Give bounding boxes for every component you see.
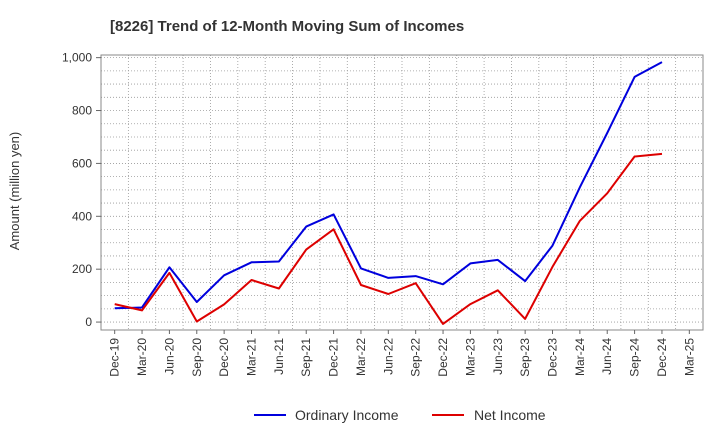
y-tick-label: 400 (72, 209, 92, 223)
grid-lines (101, 55, 703, 330)
y-axis-ticks: 0 200 400 600 800 1,000 (62, 51, 101, 329)
x-tick-label: Mar-25 (682, 338, 696, 376)
x-tick-label: Mar-21 (245, 338, 259, 376)
x-tick-label: Mar-22 (354, 338, 368, 376)
plot-area-frame (100, 54, 704, 331)
y-tick-label: 1,000 (62, 51, 92, 65)
y-axis-label: Amount (million yen) (7, 132, 22, 251)
x-tick-label: Jun-24 (600, 338, 614, 375)
x-tick-label: Dec-20 (217, 338, 231, 377)
x-tick-label: Mar-20 (135, 338, 149, 376)
legend: Ordinary Income Net Income (254, 407, 546, 423)
y-tick-label: 0 (85, 315, 92, 329)
x-tick-label: Dec-21 (327, 338, 341, 377)
legend-label-ordinary-income: Ordinary Income (295, 407, 399, 423)
x-tick-label: Jun-21 (272, 338, 286, 375)
x-axis-ticks: Dec-19 Mar-20 Jun-20 Sep-20 Dec-20 Mar-21 Jun-… (108, 330, 696, 377)
y-tick-label: 800 (72, 104, 92, 118)
x-tick-label: Mar-24 (573, 338, 587, 376)
x-tick-label: Sep-20 (190, 338, 204, 377)
x-tick-label: Dec-23 (546, 338, 560, 377)
x-tick-label: Jun-23 (491, 338, 505, 375)
x-tick-label: Dec-24 (655, 338, 669, 377)
series-lines (114, 61, 663, 325)
x-tick-label: Mar-23 (463, 338, 477, 376)
x-tick-label: Sep-23 (518, 338, 532, 377)
x-tick-label: Sep-22 (409, 338, 423, 377)
x-tick-label: Dec-19 (108, 338, 122, 377)
series-line-net-income (114, 152, 663, 325)
y-tick-label: 600 (72, 156, 92, 170)
y-tick-label: 200 (72, 262, 92, 276)
x-tick-label: Jun-22 (381, 338, 395, 375)
x-tick-label: Dec-22 (436, 338, 450, 377)
x-tick-label: Sep-24 (628, 338, 642, 377)
series-line-ordinary-income (114, 61, 663, 310)
x-tick-label: Sep-21 (299, 338, 313, 377)
chart-title: [8226] Trend of 12-Month Moving Sum of I… (110, 18, 464, 35)
x-tick-label: Jun-20 (162, 338, 176, 375)
legend-label-net-income: Net Income (474, 407, 546, 423)
